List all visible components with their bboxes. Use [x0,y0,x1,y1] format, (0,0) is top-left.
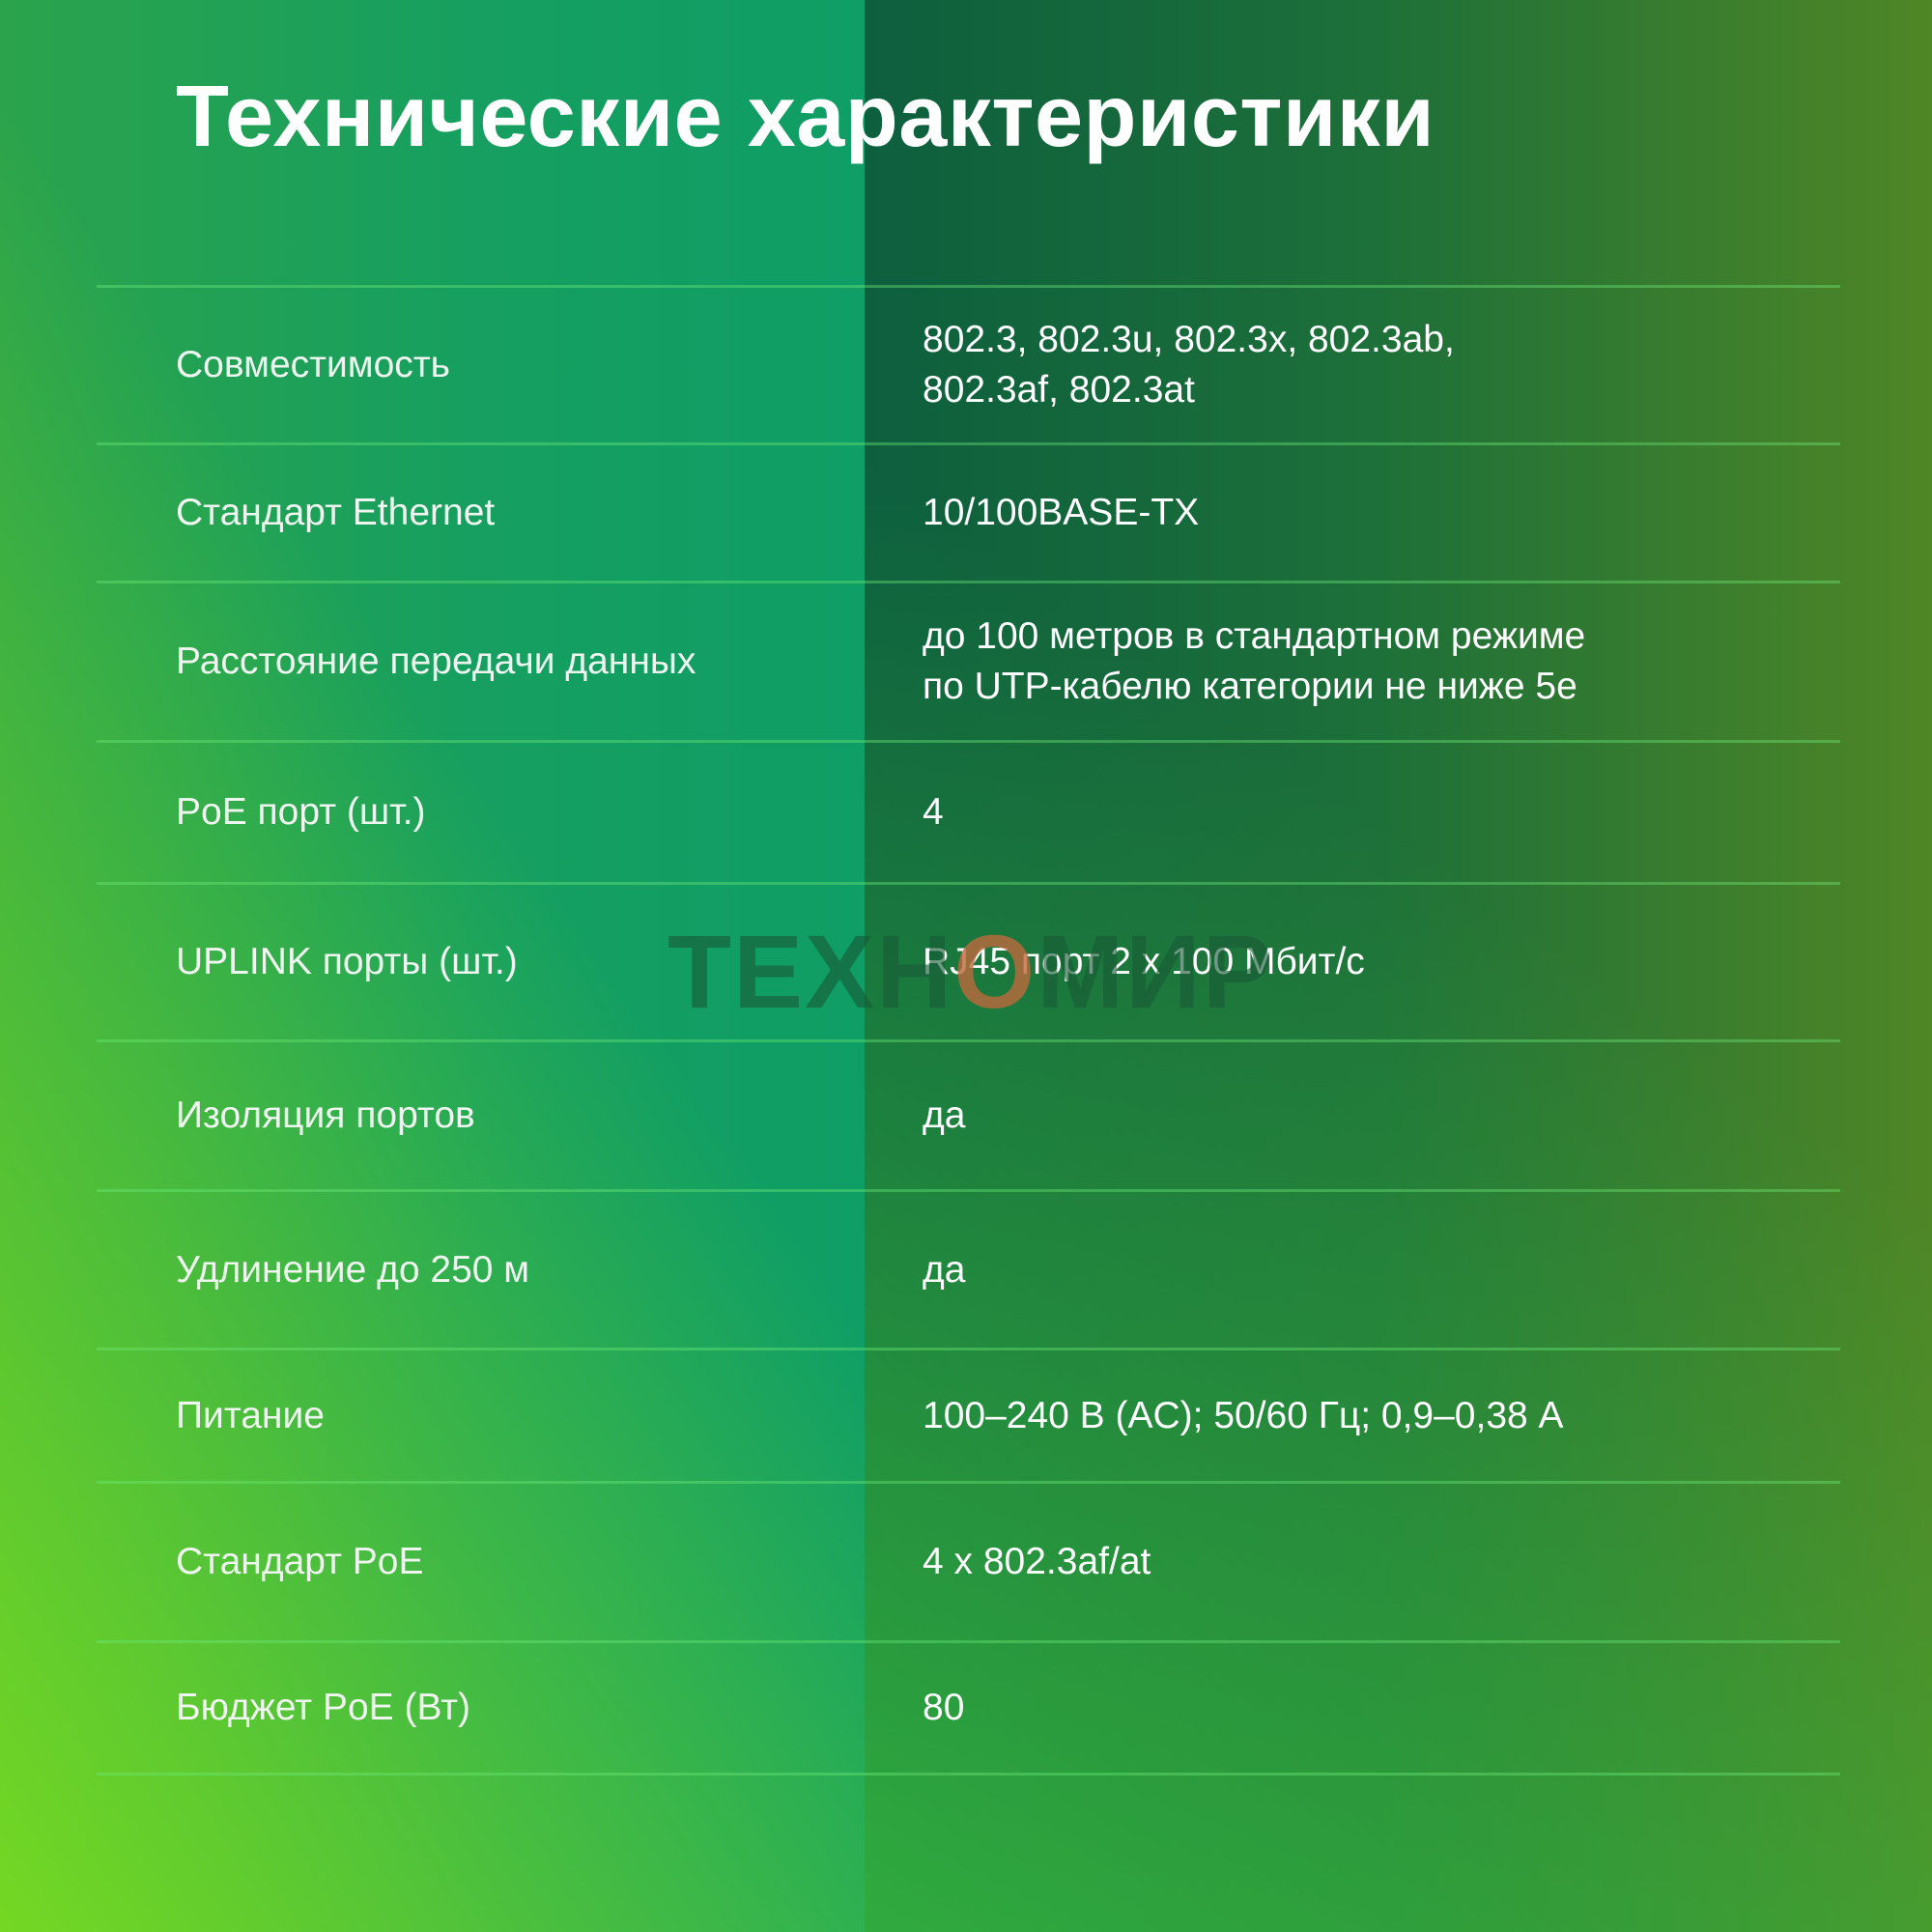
row-label: Стандарт PoE [176,1541,424,1582]
row-label: Питание [176,1394,325,1436]
row-value: 4 [923,791,944,833]
row-label: Расстояние передачи данных [176,640,696,682]
row-label: Совместимость [176,344,450,385]
background-right-panel [865,0,1932,1932]
row-value: 100–240 В (AC); 50/60 Гц; 0,9–0,38 А [923,1394,1564,1436]
row-value: да [923,1094,966,1136]
table-row: Бюджет PoE (Вт) 80 [97,1643,1840,1776]
page-title: Технические характеристики [176,69,1435,165]
background-left-panel [0,0,865,1932]
table-row: Изоляция портов да [97,1042,1840,1192]
row-label: PoE порт (шт.) [176,791,426,833]
row-label: Удлинение до 250 м [176,1248,530,1291]
row-value: 80 [923,1687,965,1728]
table-row: Стандарт Ethernet 10/100BASE-TX [97,445,1840,583]
row-value: 802.3, 802.3u, 802.3x, 802.3ab, 802.3af,… [923,319,1455,411]
row-value: 4 x 802.3af/at [923,1541,1151,1582]
table-row: Расстояние передачи данных до 100 метров… [97,583,1840,743]
table-row: Стандарт PoE 4 x 802.3af/at [97,1484,1840,1643]
table-row: Совместимость 802.3, 802.3u, 802.3x, 802… [97,288,1840,445]
row-value: да [923,1248,966,1291]
row-label: Изоляция портов [176,1094,475,1136]
row-label: UPLINK порты (шт.) [176,941,518,982]
row-value: до 100 метров в стандартном режиме по UT… [923,615,1586,707]
spec-table: Совместимость 802.3, 802.3u, 802.3x, 802… [97,285,1840,1776]
table-row: Удлинение до 250 м да [97,1192,1840,1350]
row-value: RJ45 порт 2 x 100 Мбит/с [923,941,1365,982]
table-row: UPLINK порты (шт.) RJ45 порт 2 x 100 Мби… [97,885,1840,1042]
row-value: 10/100BASE-TX [923,492,1200,533]
table-row: PoE порт (шт.) 4 [97,743,1840,885]
row-label: Бюджет PoE (Вт) [176,1687,471,1728]
table-row: Питание 100–240 В (AC); 50/60 Гц; 0,9–0,… [97,1350,1840,1484]
row-label: Стандарт Ethernet [176,492,496,533]
